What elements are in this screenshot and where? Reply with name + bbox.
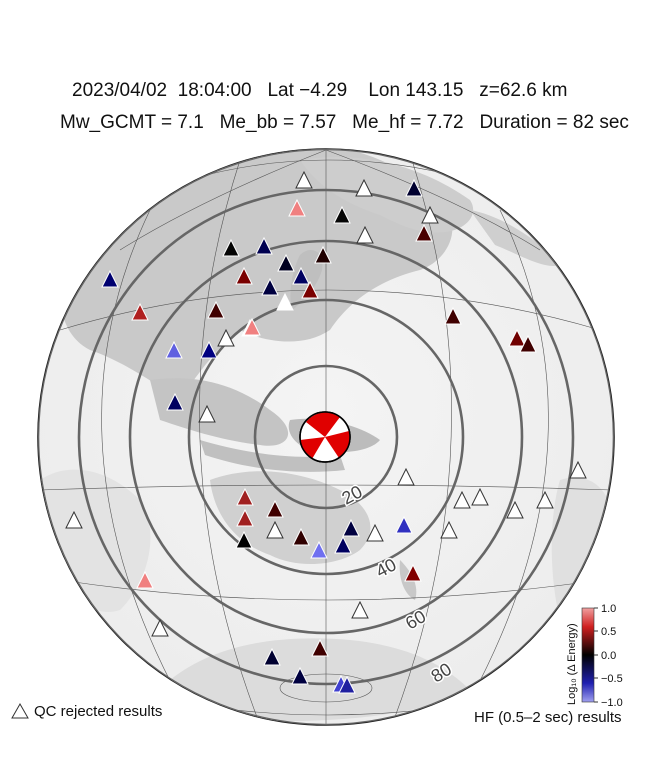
station-marker <box>342 518 360 537</box>
station-marker <box>310 540 328 559</box>
station-marker <box>301 280 319 299</box>
station-marker <box>404 563 422 582</box>
station-qc-rejected-marker <box>366 523 384 542</box>
focal-mechanism-beachball <box>299 411 351 463</box>
station-marker <box>261 277 279 296</box>
station-marker <box>166 392 184 411</box>
station-qc-rejected-marker <box>217 328 235 347</box>
station-marker <box>131 302 149 321</box>
station-marker <box>136 570 154 589</box>
station-marker <box>200 340 218 359</box>
station-qc-rejected-marker <box>453 490 471 509</box>
station-qc-rejected-marker <box>351 600 369 619</box>
station-qc-rejected-marker <box>421 205 439 224</box>
station-marker <box>255 236 273 255</box>
station-marker <box>235 266 253 285</box>
station-qc-rejected-marker <box>65 510 83 529</box>
station-marker <box>101 269 119 288</box>
colorbar: 1.0 0.5 0.0 −0.5 −1.0 Log₁₀ (Δ Energy) <box>566 603 623 709</box>
station-qc-rejected-marker <box>151 618 169 637</box>
station-qc-rejected-marker <box>440 520 458 539</box>
station-marker <box>243 317 261 336</box>
station-marker <box>334 535 352 554</box>
event-header-line1: 2023/04/02 18:04:00 Lat −4.29 Lon 143.15… <box>72 80 568 101</box>
ring-60 <box>77 188 575 686</box>
station-qc-rejected-marker <box>266 520 284 539</box>
station-qc-rejected-marker <box>506 500 524 519</box>
distance-rings <box>38 149 614 725</box>
qc-legend-label: QC rejected results <box>34 703 163 720</box>
station-qc-rejected-marker <box>569 460 587 479</box>
station-marker <box>266 499 284 518</box>
hf-results-label: HF (0.5–2 sec) results <box>474 709 622 726</box>
station-qc-rejected-marker <box>471 487 489 506</box>
ring-40 <box>128 239 524 635</box>
colorbar-tick-2: 0.5 <box>601 626 616 638</box>
station-qc-rejected-marker <box>355 178 373 197</box>
station-qc-rejected-marker <box>397 467 415 486</box>
station-qc-rejected-marker <box>356 225 374 244</box>
colorbar-tick-5: −1.0 <box>601 697 623 709</box>
station-marker <box>235 530 253 549</box>
colorbar-tick-1: 1.0 <box>601 603 616 615</box>
stations-layer <box>65 170 587 694</box>
qc-legend-triangle <box>11 702 29 719</box>
colorbar-tick-3: 0.0 <box>601 650 616 662</box>
station-marker <box>288 198 306 217</box>
station-marker <box>207 300 225 319</box>
event-header-line2: Mw_GCMT = 7.1 Me_bb = 7.57 Me_hf = 7.72 … <box>60 112 629 133</box>
station-marker <box>292 266 310 285</box>
ring-10 <box>253 364 399 510</box>
station-marker <box>519 334 537 353</box>
station-marker <box>333 205 351 224</box>
station-marker <box>415 223 433 242</box>
ring-20 <box>187 298 465 576</box>
station-marker <box>405 178 423 197</box>
colorbar-title: Log₁₀ (Δ Energy) <box>566 623 578 705</box>
station-marker <box>292 527 310 546</box>
station-marker <box>508 328 526 347</box>
colorbar-tick-4: −0.5 <box>601 673 623 685</box>
station-qc-rejected-marker <box>198 404 216 423</box>
station-marker <box>314 245 332 264</box>
station-qc-rejected-marker <box>295 170 313 189</box>
station-marker <box>165 340 183 359</box>
station-marker <box>395 515 413 534</box>
station-marker <box>291 666 309 685</box>
station-marker <box>263 647 281 666</box>
station-marker <box>276 292 294 311</box>
station-marker <box>277 253 295 272</box>
station-qc-rejected-marker <box>536 490 554 509</box>
station-marker <box>444 306 462 325</box>
station-marker <box>236 487 254 506</box>
station-marker <box>222 238 240 257</box>
colorbar-scale <box>581 607 595 703</box>
station-marker <box>338 675 356 694</box>
station-marker <box>311 638 329 657</box>
station-marker <box>236 508 254 527</box>
